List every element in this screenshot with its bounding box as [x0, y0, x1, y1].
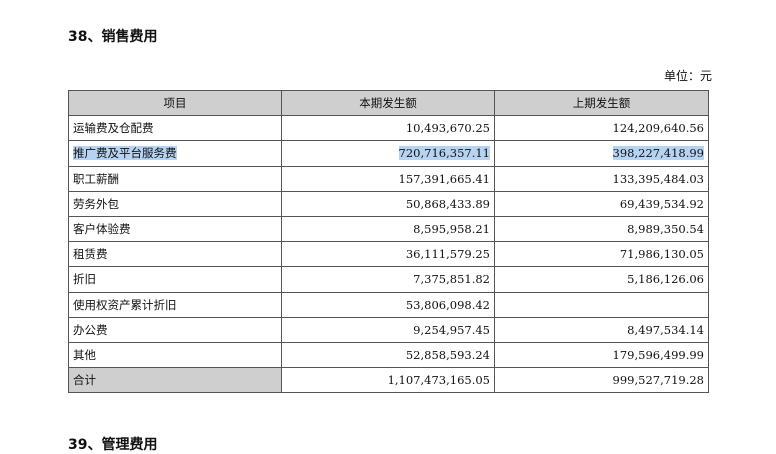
next-section-title: 39、管理费用: [68, 437, 158, 453]
table-row: 租赁费 36,111,579.25 71,986,130.05: [68, 241, 709, 268]
row-name: 劳务外包: [68, 190, 282, 217]
table-row: 劳务外包 50,868,433.89 69,439,534.92: [68, 190, 709, 217]
row-previous: [494, 291, 709, 318]
table-row: 客户体验费 8,595,958.21 8,989,350.54: [68, 215, 709, 243]
highlighted-text[interactable]: 398,227,418.99: [612, 146, 704, 161]
unit-label: 单位：元: [663, 69, 712, 83]
table-row: 推广费及平台服务费 720,716,357.11 398,227,418.99: [68, 140, 709, 167]
section-title: 38、销售费用: [68, 29, 158, 45]
header-item: 项目: [68, 89, 282, 117]
table-row: 职工薪酬 157,391,665.41 133,395,484.03: [68, 165, 709, 192]
row-name: 运输费及仓配费: [68, 115, 282, 142]
header-current: 本期发生额: [281, 89, 495, 117]
table-row: 其他 52,858,593.24 179,596,499.99: [68, 341, 709, 369]
row-previous: 133,395,484.03: [494, 165, 709, 192]
table-row: 办公费 9,254,957.45 8,497,534.14: [68, 316, 709, 343]
row-current: 8,595,958.21: [281, 215, 495, 243]
highlighted-text[interactable]: 720,716,357.11: [398, 146, 490, 161]
row-current: 53,806,098.42: [281, 291, 495, 318]
row-previous: 71,986,130.05: [494, 241, 709, 268]
table-header-row: 项目 本期发生额 上期发生额: [68, 89, 709, 117]
row-name: 折旧: [68, 266, 282, 293]
row-previous: 398,227,418.99: [494, 140, 709, 167]
row-previous: 69,439,534.92: [494, 190, 709, 217]
row-current: 7,375,851.82: [281, 266, 495, 293]
row-name: 职工薪酬: [68, 165, 282, 192]
row-name: 客户体验费: [68, 215, 282, 243]
table-total-row: 合计 1,107,473,165.05 999,527,719.28: [68, 367, 709, 394]
row-previous: 8,989,350.54: [494, 215, 709, 243]
row-name: 其他: [68, 341, 282, 369]
row-previous: 5,186,126.06: [494, 266, 709, 293]
row-current: 157,391,665.41: [281, 165, 495, 192]
total-name: 合计: [68, 367, 282, 394]
row-current: 36,111,579.25: [281, 241, 495, 268]
row-name: 办公费: [68, 316, 282, 343]
row-name: 推广费及平台服务费: [68, 140, 282, 167]
row-current: 9,254,957.45: [281, 316, 495, 343]
row-current: 720,716,357.11: [281, 140, 495, 167]
row-current: 52,858,593.24: [281, 341, 495, 369]
highlighted-text[interactable]: 推广费及平台服务费: [73, 146, 177, 161]
header-previous: 上期发生额: [494, 89, 709, 117]
selling-expenses-table: 项目 本期发生额 上期发生额 运输费及仓配费 10,493,670.25 124…: [68, 89, 709, 394]
row-previous: 124,209,640.56: [494, 115, 709, 142]
table-row: 运输费及仓配费 10,493,670.25 124,209,640.56: [68, 115, 709, 142]
row-name: 租赁费: [68, 241, 282, 268]
table-row: 使用权资产累计折旧 53,806,098.42: [68, 291, 709, 318]
total-current: 1,107,473,165.05: [281, 367, 495, 394]
row-previous: 8,497,534.14: [494, 316, 709, 343]
row-previous: 179,596,499.99: [494, 341, 709, 369]
total-previous: 999,527,719.28: [494, 367, 709, 394]
table-row: 折旧 7,375,851.82 5,186,126.06: [68, 266, 709, 293]
row-current: 50,868,433.89: [281, 190, 495, 217]
row-name: 使用权资产累计折旧: [68, 291, 282, 318]
row-current: 10,493,670.25: [281, 115, 495, 142]
